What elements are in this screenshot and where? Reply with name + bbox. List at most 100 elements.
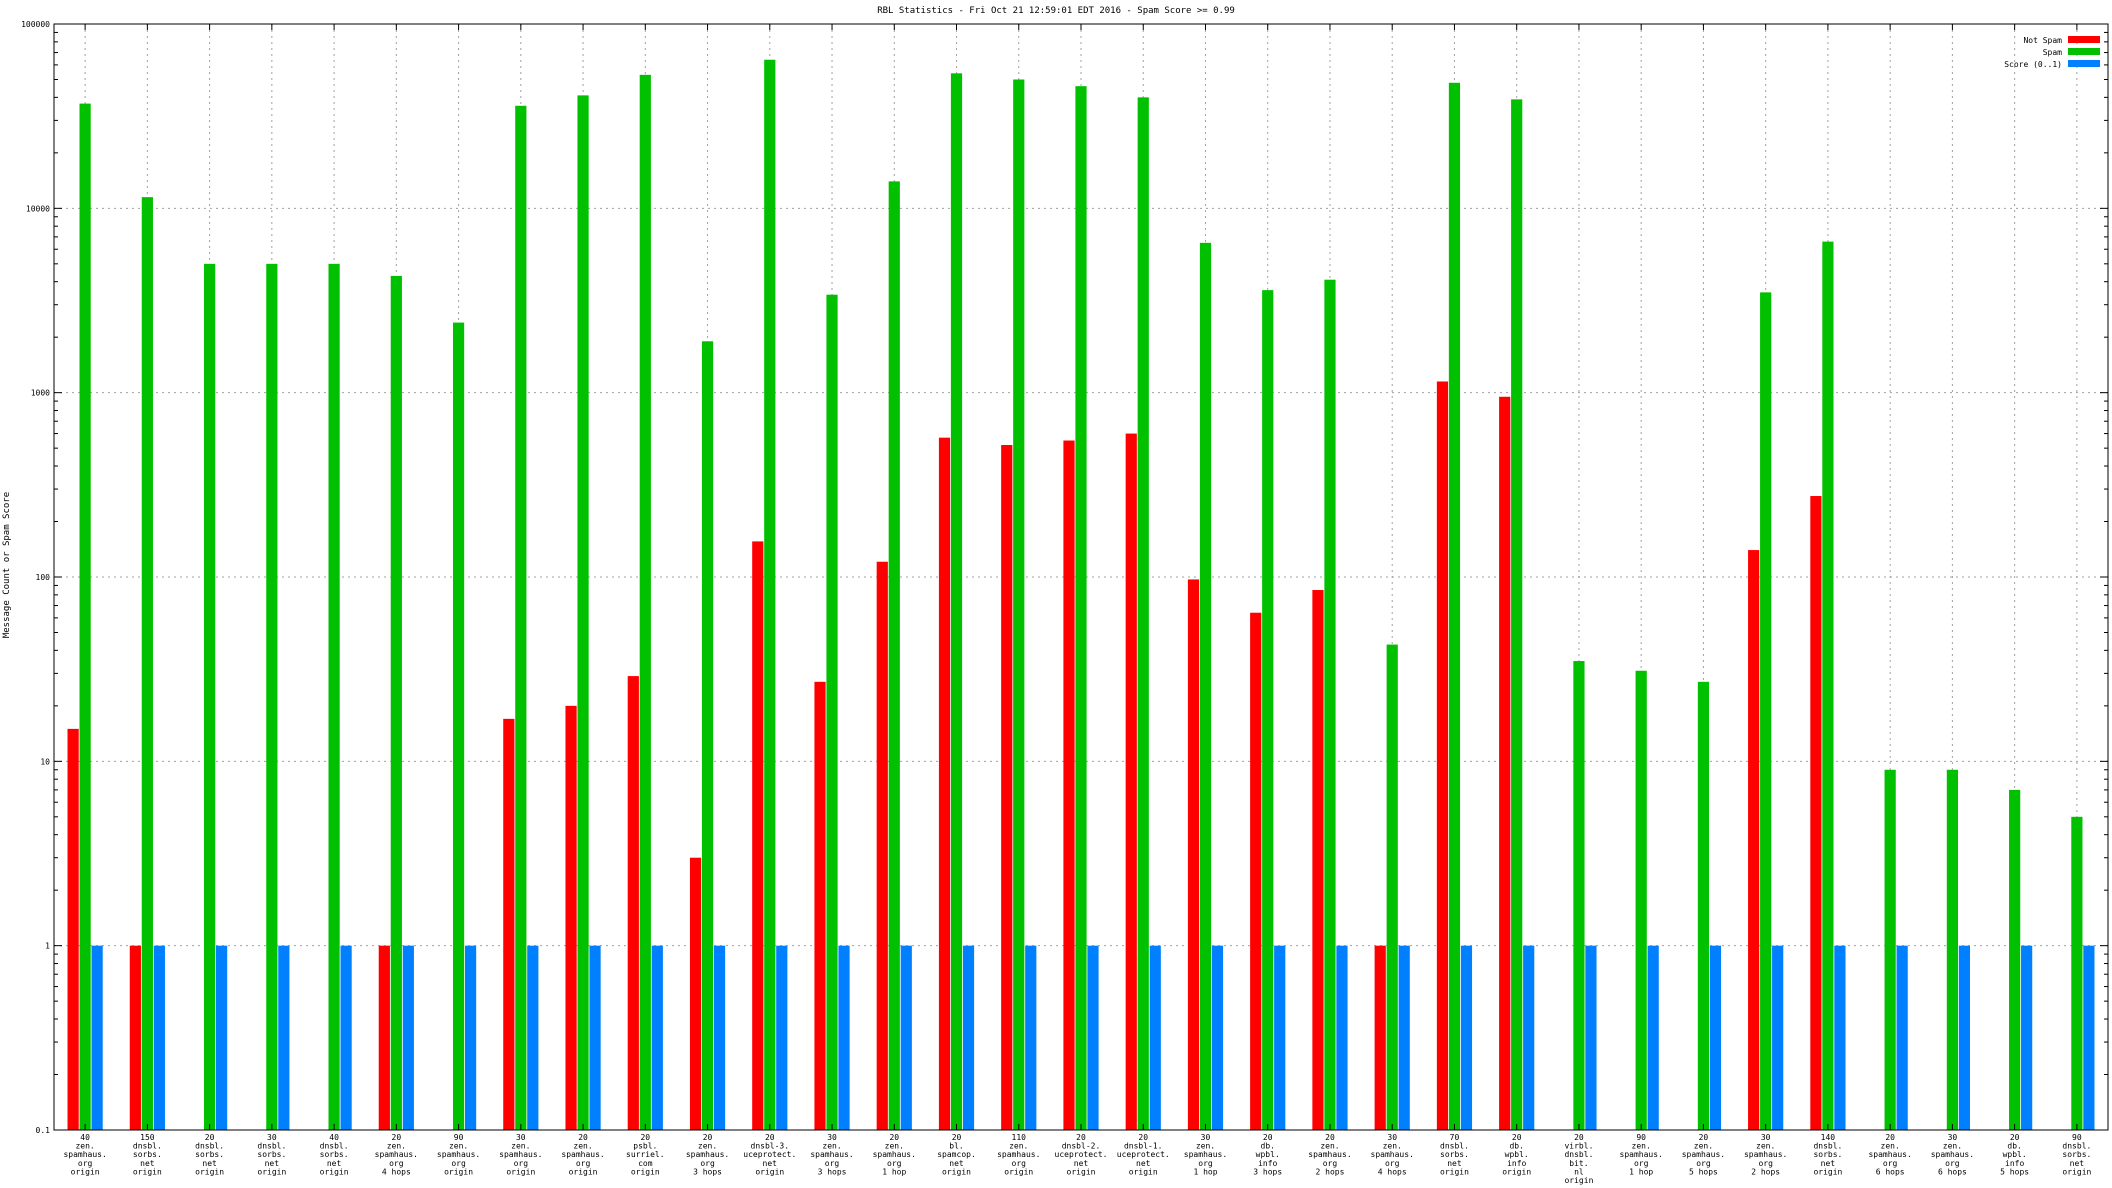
bar-score-0-1: [464, 945, 477, 1130]
bar-spam: [266, 263, 278, 1130]
bar-spam: [515, 105, 527, 1131]
bar-not-spam: [1499, 396, 1511, 1130]
bar-spam: [1324, 279, 1336, 1130]
bar-not-spam: [1312, 590, 1324, 1130]
y-tick-label: 10000: [26, 204, 50, 213]
bar-score-0-1: [776, 945, 788, 1130]
x-category-label: 20 zen. spamhaus. org 2 hops: [1308, 1133, 1351, 1176]
x-category-label: 20 dnsbl-3. uceprotect. net origin: [743, 1133, 796, 1176]
x-category-label: 30 zen. spamhaus. org 1 hop: [1184, 1133, 1227, 1176]
bar-not-spam: [129, 945, 141, 1130]
bar-not-spam: [1748, 550, 1760, 1130]
bar-score-0-1: [1647, 945, 1659, 1130]
bar-spam: [701, 341, 714, 1130]
bar-score-0-1: [153, 945, 165, 1130]
bar-spam: [1386, 644, 1398, 1130]
bar-score-0-1: [1025, 945, 1037, 1130]
legend-swatch: [2068, 48, 2100, 55]
x-category-label: 20 dnsbl-1. uceprotect. net origin: [1117, 1133, 1170, 1176]
bar-spam: [452, 322, 465, 1130]
bar-spam: [141, 197, 153, 1130]
x-category-label: 30 dnsbl. sorbs. net origin: [257, 1133, 286, 1176]
bar-spam: [764, 59, 776, 1130]
bar-spam: [1199, 242, 1212, 1130]
bar-spam: [639, 74, 651, 1130]
bar-not-spam: [1374, 945, 1386, 1130]
bar-spam: [1946, 769, 1958, 1130]
bar-not-spam: [1810, 496, 1822, 1130]
bar-spam: [1635, 670, 1647, 1130]
bar-spam: [204, 263, 216, 1130]
x-category-label: 30 zen. spamhaus. org 2 hops: [1744, 1133, 1787, 1176]
bar-score-0-1: [2083, 945, 2095, 1130]
bar-score-0-1: [1523, 945, 1535, 1130]
bar-not-spam: [378, 945, 390, 1130]
bar-score-0-1: [216, 945, 228, 1130]
y-tick-label: 100: [36, 573, 51, 582]
bar-spam: [1697, 681, 1710, 1130]
bar-score-0-1: [1336, 945, 1348, 1130]
legend-label: Score (0..1): [2004, 60, 2062, 69]
bar-score-0-1: [1274, 945, 1286, 1130]
y-axis-ticks: 0.1 1 10 100 1000 10000 100000: [21, 20, 2108, 1135]
legend-label: Not Spam: [2023, 36, 2062, 45]
y-tick-label: 10: [40, 757, 50, 766]
x-category-label: 30 zen. spamhaus. org origin: [499, 1133, 542, 1176]
bar-not-spam: [876, 561, 888, 1130]
bar-spam: [888, 181, 900, 1130]
x-category-label: 20 zen. spamhaus. org 6 hops: [1868, 1133, 1911, 1176]
bar-score-0-1: [900, 945, 912, 1130]
legend-swatch: [2068, 36, 2100, 43]
bar-not-spam: [1125, 433, 1137, 1130]
bar-score-0-1: [651, 945, 663, 1130]
x-category-label: 20 zen. spamhaus. org 5 hops: [1682, 1133, 1725, 1176]
x-category-label: 20 bl. spamcop. net origin: [937, 1133, 976, 1176]
bar-score-0-1: [1460, 945, 1473, 1130]
x-category-label: 20 zen. spamhaus. org 3 hops: [686, 1133, 729, 1176]
bar-not-spam: [1187, 579, 1200, 1130]
bar-spam: [1075, 86, 1087, 1131]
x-category-label: 30 zen. spamhaus. org 3 hops: [810, 1133, 853, 1176]
bar-not-spam: [1063, 440, 1075, 1130]
bar-not-spam: [67, 728, 79, 1130]
x-category-label: 30 zen. spamhaus. org 6 hops: [1931, 1133, 1974, 1176]
legend-swatch: [2068, 60, 2100, 67]
bar-spam: [1884, 769, 1896, 1130]
bar-spam: [577, 95, 589, 1131]
x-category-label: 40 zen. spamhaus. org origin: [63, 1133, 106, 1176]
bar-not-spam: [1436, 381, 1449, 1130]
bar-score-0-1: [1211, 945, 1224, 1130]
bar-score-0-1: [1398, 945, 1410, 1130]
bar-score-0-1: [1585, 945, 1597, 1130]
bar-not-spam: [627, 676, 639, 1130]
x-category-label: 20 psbl. surriel. com origin: [626, 1133, 665, 1176]
bar-spam: [826, 294, 838, 1130]
x-category-label: 40 dnsbl. sorbs. net origin: [320, 1133, 349, 1176]
bar-spam: [2009, 789, 2021, 1130]
bar-score-0-1: [402, 945, 414, 1130]
bar-spam: [1448, 82, 1461, 1131]
bar-not-spam: [503, 718, 515, 1130]
bar-score-0-1: [340, 945, 352, 1130]
y-tick-label: 1000: [31, 389, 50, 398]
legend-label: Spam: [2043, 48, 2062, 57]
x-category-label: 30 zen. spamhaus. org 4 hops: [1371, 1133, 1414, 1176]
bar-score-0-1: [1834, 945, 1846, 1130]
bar-not-spam: [938, 437, 951, 1130]
bar-spam: [390, 275, 402, 1130]
y-tick-label: 1: [45, 942, 50, 951]
bar-spam: [1573, 661, 1585, 1130]
bar-score-0-1: [838, 945, 850, 1130]
bar-score-0-1: [589, 945, 601, 1130]
bar-not-spam: [752, 541, 764, 1130]
bar-score-0-1: [1087, 945, 1099, 1130]
x-category-label: 20 zen. spamhaus. org 1 hop: [873, 1133, 916, 1176]
bar-score-0-1: [713, 945, 726, 1130]
x-axis-categories: 40 zen. spamhaus. org origin 150 dnsbl. sorbs. n…: [63, 24, 2092, 1185]
x-category-label: 70 dnsbl. sorbs. net origin: [1440, 1133, 1469, 1176]
bar-spam: [1013, 79, 1025, 1130]
x-category-label: 20 dnsbl-2. uceprotect. net origin: [1055, 1133, 1108, 1176]
bar-score-0-1: [962, 945, 975, 1130]
bar-spam: [950, 73, 963, 1131]
